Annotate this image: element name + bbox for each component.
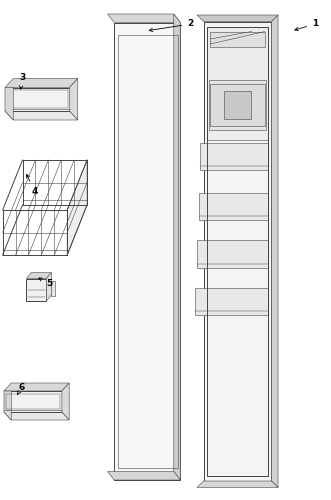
- Polygon shape: [210, 32, 265, 46]
- Polygon shape: [62, 383, 69, 420]
- Polygon shape: [5, 111, 78, 120]
- Polygon shape: [207, 26, 268, 140]
- Polygon shape: [197, 15, 278, 22]
- Polygon shape: [271, 15, 278, 488]
- Polygon shape: [46, 272, 51, 301]
- Text: 6: 6: [17, 383, 24, 395]
- Polygon shape: [67, 160, 87, 255]
- Polygon shape: [4, 412, 69, 420]
- Text: 1: 1: [295, 20, 318, 30]
- Polygon shape: [195, 288, 268, 315]
- Polygon shape: [174, 14, 180, 480]
- Polygon shape: [5, 88, 70, 111]
- Polygon shape: [210, 84, 265, 126]
- Polygon shape: [4, 383, 69, 391]
- Polygon shape: [197, 481, 278, 488]
- Polygon shape: [200, 142, 268, 170]
- Text: 4: 4: [26, 174, 38, 196]
- Polygon shape: [26, 272, 51, 278]
- Polygon shape: [5, 88, 13, 120]
- Polygon shape: [108, 14, 180, 22]
- Polygon shape: [108, 472, 180, 480]
- Polygon shape: [204, 22, 271, 481]
- Polygon shape: [4, 391, 62, 412]
- Polygon shape: [114, 22, 180, 480]
- Polygon shape: [70, 78, 78, 120]
- Polygon shape: [224, 91, 251, 119]
- Text: 5: 5: [39, 278, 52, 288]
- Polygon shape: [199, 192, 268, 220]
- Polygon shape: [209, 80, 266, 130]
- Polygon shape: [51, 281, 55, 296]
- Text: 3: 3: [20, 73, 25, 89]
- Polygon shape: [4, 391, 11, 420]
- Polygon shape: [197, 240, 268, 268]
- Polygon shape: [26, 278, 46, 301]
- Polygon shape: [5, 78, 78, 88]
- Text: 2: 2: [149, 20, 193, 32]
